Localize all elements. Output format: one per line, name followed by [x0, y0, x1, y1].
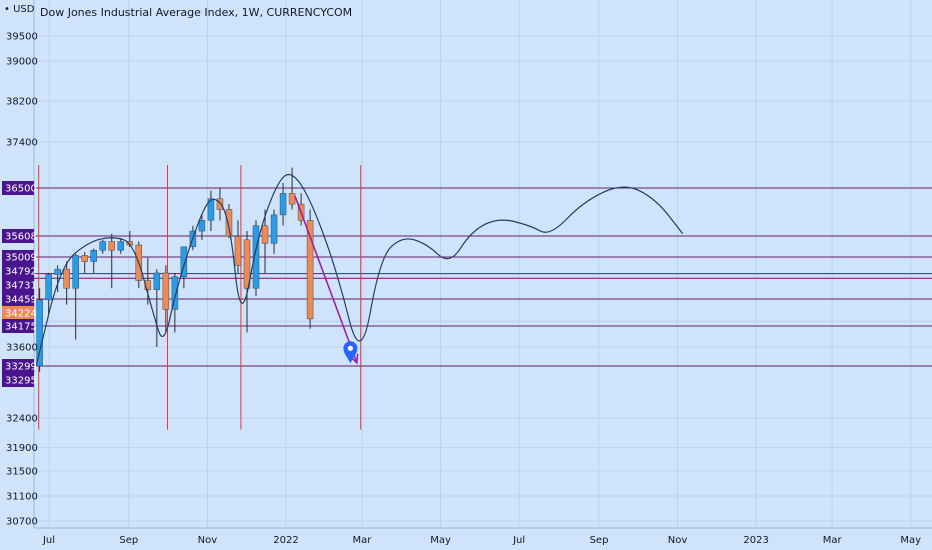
x-tick-label: May [900, 535, 921, 546]
candle-body[interactable] [270, 214, 278, 244]
x-tick-label: Sep [119, 535, 138, 546]
x-tick-label: Mar [823, 535, 843, 546]
candle-body[interactable] [261, 225, 269, 244]
x-tick-label: 2023 [743, 535, 768, 546]
candle-body[interactable] [207, 198, 215, 221]
price-badge-label: 34792 [5, 267, 37, 278]
price-badge: 33299 [2, 359, 37, 373]
x-tick-label: Jul [42, 535, 55, 546]
price-badge-bg [2, 229, 34, 243]
candle-body[interactable] [45, 274, 52, 301]
candle-body[interactable] [72, 255, 79, 289]
candle-body[interactable] [198, 220, 206, 232]
x-tick-label: 2022 [273, 535, 298, 546]
candle-body[interactable] [99, 241, 106, 251]
currency-label: USD [13, 4, 35, 15]
x-tick-label: Nov [198, 535, 218, 546]
chart-title: Dow Jones Industrial Average Index, 1W, … [40, 6, 353, 19]
price-badge-label: 33299 [5, 362, 37, 373]
y-axis-currency: • USD [4, 4, 34, 15]
candle-body[interactable] [243, 239, 251, 289]
price-badge-bg [2, 306, 34, 320]
price-badge-label: 34224 [5, 309, 37, 320]
location-pin-icon[interactable] [343, 341, 358, 364]
price-badge-bg [2, 264, 34, 278]
price-badge: 35608 [2, 229, 37, 243]
price-badge-bg [2, 359, 34, 373]
grid [34, 0, 932, 528]
price-badge: 36500 [2, 181, 37, 195]
price-badge-label: 34175 [5, 322, 37, 333]
candle-body[interactable] [81, 255, 88, 262]
y-tick-label: 30700 [6, 517, 38, 528]
projection-curve[interactable] [35, 173, 684, 367]
candle-body[interactable] [90, 250, 97, 262]
trend-arrow[interactable] [294, 195, 358, 364]
price-badge-bg [2, 181, 34, 195]
price-badge: 34792 [2, 264, 37, 278]
y-tick-label: 33600 [6, 343, 38, 354]
price-badge: 33295 [2, 373, 37, 387]
y-tick-label: 37400 [6, 137, 38, 148]
candle-body[interactable] [54, 268, 61, 275]
y-tick-label: 39000 [6, 57, 38, 68]
candle-body[interactable] [108, 241, 115, 251]
candle-body[interactable] [306, 220, 314, 320]
price-badge: 34175 [2, 319, 37, 333]
y-tick-label: 32400 [6, 414, 38, 425]
candle-body[interactable] [153, 272, 161, 291]
location-pin-dot [347, 345, 354, 351]
y-tick-label: 38200 [6, 97, 38, 108]
candle-body[interactable] [171, 276, 179, 310]
candle-body[interactable] [117, 241, 125, 251]
location-pin-shape [343, 341, 358, 364]
currency-symbol: • [4, 4, 10, 15]
x-tick-label: Nov [668, 535, 688, 546]
candle-body[interactable] [216, 198, 224, 210]
price-badge-label: 36500 [5, 184, 37, 195]
candle-body[interactable] [225, 209, 233, 237]
price-badge: 34224 [2, 306, 37, 320]
candle-body[interactable] [252, 225, 260, 289]
candle-body[interactable] [279, 193, 287, 216]
price-badge-label: 34731 [5, 281, 37, 292]
price-badge: 34459 [2, 292, 37, 306]
price-badge-bg [2, 250, 34, 264]
price-badge-bg [2, 292, 34, 306]
candle-body[interactable] [234, 236, 242, 266]
y-tick-label: 39500 [6, 32, 38, 43]
price-badge-label: 33295 [5, 376, 37, 387]
x-tick-label: Sep [590, 535, 609, 546]
candle-body[interactable] [144, 280, 152, 291]
candle-body[interactable] [63, 268, 70, 289]
candle-body[interactable] [36, 299, 43, 367]
x-tick-label: May [430, 535, 451, 546]
y-tick-label: 31100 [6, 492, 38, 503]
price-badge-bg [2, 373, 34, 387]
x-tick-label: Jul [512, 535, 525, 546]
candle-body[interactable] [180, 246, 188, 278]
price-badge-bg [2, 319, 34, 333]
x-tick-label: Mar [353, 535, 373, 546]
y-tick-label: 31500 [6, 467, 38, 478]
price-badge: 34731 [2, 278, 37, 292]
price-badge-label: 35608 [5, 232, 37, 243]
price-badge: 35009 [2, 250, 37, 264]
candle-body[interactable] [288, 193, 296, 205]
price-badge-label: 35009 [5, 253, 37, 264]
y-tick-label: 31900 [6, 443, 38, 454]
candle-body[interactable] [162, 272, 170, 310]
price-badge-label: 34459 [5, 295, 37, 306]
price-badge-bg [2, 278, 34, 292]
candles [36, 167, 314, 372]
